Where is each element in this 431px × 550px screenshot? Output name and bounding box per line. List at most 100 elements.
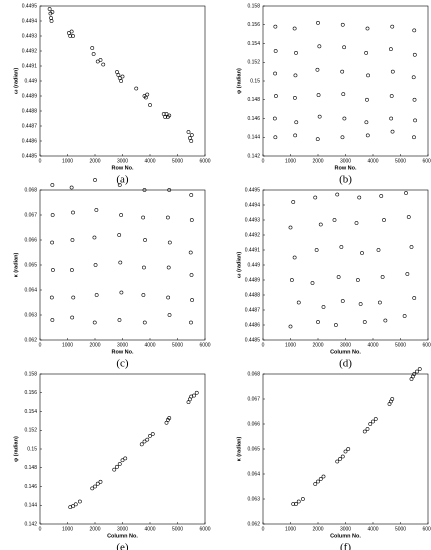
point	[412, 135, 416, 140]
point	[51, 268, 55, 272]
y-tick-label: 0.064	[247, 471, 260, 477]
y-tick-label: 0.4495	[245, 187, 261, 193]
point	[273, 135, 278, 140]
plot-frame	[39, 373, 206, 525]
point	[116, 73, 121, 77]
y-axis-label: φ (radian)	[236, 68, 242, 94]
point	[115, 464, 119, 469]
point	[296, 499, 301, 504]
point	[340, 135, 345, 140]
y-tick-label: 0.146	[247, 116, 260, 122]
point	[49, 16, 53, 20]
point	[194, 390, 199, 395]
x-tick-label: 3000	[340, 526, 351, 532]
plot-frame	[262, 5, 429, 157]
point	[50, 318, 55, 322]
y-tick-label: 0.067	[24, 212, 37, 218]
point	[71, 504, 75, 509]
y-tick-label: 0.142	[24, 521, 37, 527]
x-tick-label: 2000	[89, 158, 100, 164]
point	[71, 210, 75, 215]
y-tick-label: 0.065	[247, 446, 260, 452]
y-tick-label: 0.154	[24, 409, 37, 415]
point	[318, 477, 323, 481]
point	[373, 417, 378, 421]
point	[142, 439, 147, 444]
point	[358, 302, 363, 306]
y-tick-label: 0.4489	[245, 277, 261, 283]
point	[166, 265, 171, 270]
x-tick-label: 6000	[199, 158, 210, 164]
y-tick-label: 0.4493	[245, 217, 261, 223]
point	[377, 300, 382, 305]
point	[93, 263, 98, 267]
y-tick-label: 0.142	[247, 153, 260, 159]
point	[93, 178, 97, 182]
y-tick-label: 0.148	[24, 465, 37, 471]
y-axis-label: φ (radian)	[13, 436, 19, 462]
y-tick-label: 0.4494	[22, 18, 38, 24]
point	[293, 133, 298, 138]
point	[118, 260, 123, 265]
x-tick-label: 0	[262, 342, 265, 348]
y-axis-label: κ (radian)	[236, 436, 242, 461]
y-tick-label: 0.4488	[22, 108, 38, 114]
point	[187, 136, 192, 140]
x-tick-label: 1000	[62, 158, 73, 164]
point	[292, 95, 297, 100]
point	[300, 497, 305, 501]
y-tick-label: 0.4491	[22, 63, 38, 69]
point	[390, 69, 395, 74]
point	[115, 70, 119, 74]
point	[340, 22, 345, 27]
point	[333, 323, 338, 327]
point	[150, 432, 155, 436]
y-tick-label: 0.4485	[22, 153, 38, 159]
point	[189, 193, 194, 197]
point	[292, 26, 297, 31]
y-tick-label: 0.068	[24, 187, 37, 193]
y-tick-label: 0.4486	[245, 322, 261, 328]
point	[342, 116, 347, 121]
x-tick-label: 2000	[312, 158, 323, 164]
x-axis-label: Column No.	[330, 349, 361, 355]
x-tick-label: 6000	[422, 526, 431, 532]
x-tick-label: 1000	[62, 526, 73, 532]
point	[93, 484, 97, 489]
point	[315, 137, 320, 142]
point	[365, 26, 370, 31]
point	[70, 268, 74, 272]
point	[365, 133, 370, 138]
y-axis-label: ω (radian)	[13, 68, 19, 95]
panel: 0 1000 2000 3000 4000 5000 6000 0.062 0.063 0.064…	[13, 178, 211, 370]
point	[310, 281, 315, 285]
point	[77, 499, 82, 504]
x-tick-label: 1000	[285, 526, 296, 532]
point	[316, 20, 320, 25]
x-tick-label: 2000	[312, 342, 323, 348]
point	[404, 191, 408, 195]
point	[288, 225, 293, 230]
plot-frame	[262, 189, 429, 341]
y-tick-label: 0.158	[247, 3, 260, 9]
point	[316, 93, 321, 97]
point	[314, 248, 319, 252]
point	[143, 95, 148, 100]
y-tick-label: 0.068	[247, 371, 260, 377]
point	[379, 194, 384, 198]
y-tick-label: 0.4487	[245, 307, 261, 313]
y-tick-label: 0.062	[24, 337, 37, 343]
point	[341, 92, 346, 97]
x-tick-label: 0	[262, 526, 265, 532]
point	[294, 120, 299, 125]
y-tick-label: 0.4486	[22, 138, 38, 144]
point	[94, 293, 99, 297]
y-tick-label: 0.065	[24, 262, 37, 268]
plot-frame	[262, 373, 429, 525]
point	[142, 265, 146, 270]
y-tick-label: 0.15	[250, 78, 260, 84]
x-tick-label: 4000	[144, 158, 155, 164]
point	[339, 245, 344, 249]
y-tick-label: 0.4492	[245, 232, 261, 238]
